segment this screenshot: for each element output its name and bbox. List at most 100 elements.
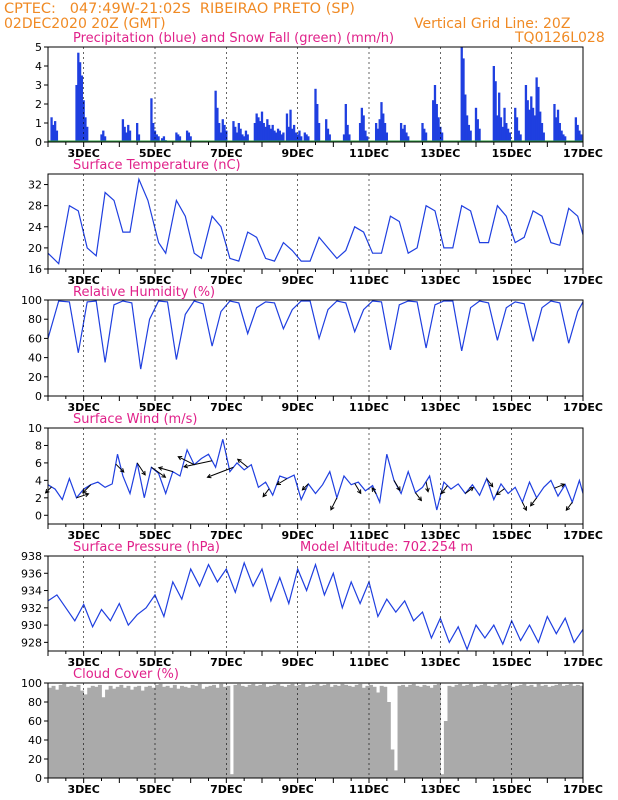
precip-bar [52,124,55,142]
cloud-bar [51,685,56,778]
y-tick-label: 932 [21,602,42,615]
precip-bar [162,136,166,142]
wind-arrow [330,497,338,511]
cloud-bar [518,684,523,778]
precip-bar [289,109,292,142]
precip-bar [282,132,285,142]
cloud-bar [529,684,534,778]
precip-bar [460,47,463,142]
x-tick-label: 7DEC [210,783,242,796]
y-tick-label: 930 [21,619,42,632]
panel-wind: Surface Wind (m/s) 0 2 4 6 8 10 3DEC 5DEC 7DEC 9DE… [28,412,603,542]
precip-bar [152,123,155,142]
precip-bar [423,128,426,142]
y-tick-label: 32 [28,179,42,192]
panel-title: Surface Pressure (hPa) [73,540,220,555]
precip-bar [555,117,558,142]
panel-title: Precipitation (blue) and Snow Fall (gree… [73,31,394,46]
cloud-bar [468,683,473,778]
cloud-bar [269,685,274,778]
x-tick-label: 3DEC [67,274,99,287]
cloud-bar [536,683,541,778]
cloud-bar [140,690,145,778]
precip-bar [494,81,497,142]
precip-bar [358,123,362,142]
y-tick-label: 6 [35,457,42,470]
cloud-bar [201,688,206,778]
cloud-bar [215,687,220,778]
x-tick-label: 13DEC [420,274,460,287]
cloud-bar [183,686,188,778]
x-tick-label: 9DEC [281,401,313,414]
wind-arrow-head [522,506,528,512]
precip-bar [78,62,82,143]
cloud-bar [386,702,391,778]
x-tick-label: 5DEC [139,274,171,287]
cloud-bar [283,686,288,778]
x-tick-label: 7DEC [210,656,242,669]
wind-arrow [393,480,401,491]
cloud-bar [162,686,167,778]
precip-bar [433,85,437,142]
cloud-bar [550,685,555,778]
cloud-bar [443,721,448,778]
precip-bar [537,86,540,142]
cloud-bar [262,683,266,778]
cloud-bar [361,687,366,778]
precip-bar [325,119,328,142]
cloud-bar [65,686,70,778]
precip-bar [562,134,565,142]
cloud-bar [247,684,252,778]
precip-bar [501,126,504,142]
precip-bar [515,117,519,142]
cloud-bar [326,683,331,778]
x-tick-label: 9DEC [281,274,313,287]
cloud-bar [436,683,441,778]
y-tick-label: 2 [35,98,42,111]
x-tick-label: 13DEC [420,529,460,542]
cloud-bar [565,684,570,778]
x-tick-label: 13DEC [420,147,460,160]
wind-arrow-head [565,506,571,512]
cloud-bar [87,687,92,778]
precip-bar [264,126,267,142]
precip-bar [399,123,403,142]
header-code: TQ0126L028 [515,30,605,46]
cloud-bar [194,685,199,778]
cloud-bar [515,685,520,778]
wind-arrow-head [177,456,183,461]
y-tick-label: 20 [28,242,42,255]
cloud-bar [433,684,438,778]
wind-arrow-head [330,505,335,511]
precip-bar [150,98,153,142]
panel-precip: Precipitation (blue) and Snow Fall (gree… [35,31,603,160]
precip-bar [374,123,378,142]
precip-bar [526,100,529,142]
precip-bar [498,92,501,142]
precip-bar [478,128,481,142]
cloud-bar [294,685,299,778]
x-tick-label: 11DEC [349,529,389,542]
cloud-bar [94,686,99,778]
x-tick-label: 7DEC [210,147,242,160]
precip-bar [125,132,128,142]
cloud-bar [525,685,530,778]
wind-arrow [521,501,527,511]
x-tick-label: 11DEC [349,147,389,160]
precip-bar [285,113,289,142]
cloud-bar [101,697,106,778]
precip-bar [540,123,544,142]
cloud-bar [408,684,413,778]
x-tick-label: 5DEC [139,656,171,669]
precip-bar [328,134,331,142]
precip-bar [273,130,276,142]
precip-bar [157,136,160,142]
wind-arrow-head [371,487,376,492]
wind-arrow [414,492,422,501]
precip-bar [362,115,365,142]
y-tick-label: 1 [35,117,42,130]
panel-frame [47,555,584,652]
y-tick-label: 28 [28,200,42,213]
cloud-bar [522,683,527,778]
cloud-bar [333,684,338,778]
